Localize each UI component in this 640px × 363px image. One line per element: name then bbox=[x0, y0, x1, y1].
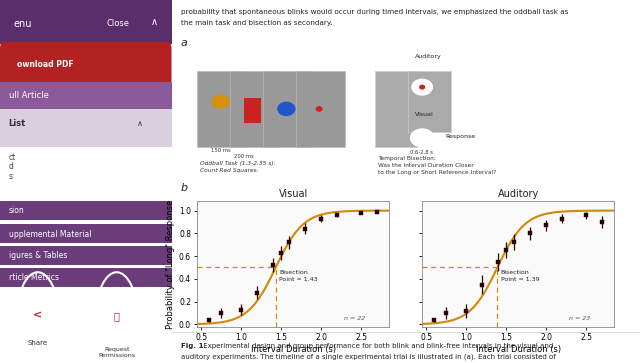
Circle shape bbox=[212, 95, 229, 108]
Bar bbox=[0, 246, 172, 265]
Text: auditory experiments. The timeline of a single experimental trial is illustrated: auditory experiments. The timeline of a … bbox=[181, 354, 556, 360]
FancyBboxPatch shape bbox=[197, 71, 246, 147]
Text: enu: enu bbox=[13, 19, 32, 29]
Circle shape bbox=[420, 85, 424, 89]
Text: igures & Tables: igures & Tables bbox=[8, 252, 67, 260]
Text: b: b bbox=[181, 183, 188, 193]
FancyBboxPatch shape bbox=[296, 71, 345, 147]
Bar bbox=[0, 201, 172, 220]
Text: 0.6-2.8 s: 0.6-2.8 s bbox=[410, 150, 433, 155]
Text: n = 23: n = 23 bbox=[569, 316, 590, 321]
Text: Was the Interval Duration Closer: Was the Interval Duration Closer bbox=[378, 163, 474, 168]
Bar bbox=[0, 82, 172, 109]
Text: Fig. 1.: Fig. 1. bbox=[181, 343, 206, 349]
Text: n = 22: n = 22 bbox=[344, 316, 365, 321]
Text: to the Long or Short Reference Interval?: to the Long or Short Reference Interval? bbox=[378, 170, 496, 175]
FancyBboxPatch shape bbox=[408, 71, 451, 132]
Text: upplemental Material: upplemental Material bbox=[8, 230, 91, 238]
Text: Count Red Squares.: Count Red Squares. bbox=[200, 168, 258, 174]
FancyBboxPatch shape bbox=[375, 71, 418, 147]
Text: Response: Response bbox=[445, 134, 476, 139]
Text: Close: Close bbox=[106, 19, 129, 28]
Text: Share: Share bbox=[28, 340, 48, 346]
Text: ∧: ∧ bbox=[137, 119, 143, 128]
Text: Bisection
Point = 1.43: Bisection Point = 1.43 bbox=[279, 270, 317, 282]
Text: <: < bbox=[33, 311, 42, 321]
Title: Visual: Visual bbox=[278, 189, 308, 199]
Text: Experimental design and group performance for both blink and blink-free interval: Experimental design and group performanc… bbox=[201, 343, 554, 349]
Text: rticle Metrics: rticle Metrics bbox=[8, 273, 59, 282]
Text: d: d bbox=[8, 163, 13, 171]
Text: Oddball Task (1.3-2.35 s):: Oddball Task (1.3-2.35 s): bbox=[200, 161, 275, 166]
Circle shape bbox=[278, 102, 295, 115]
Circle shape bbox=[412, 79, 433, 95]
Text: sion: sion bbox=[8, 206, 24, 215]
Text: 150 ms: 150 ms bbox=[211, 148, 230, 154]
Bar bbox=[0, 224, 172, 243]
X-axis label: Interval Duration (s): Interval Duration (s) bbox=[476, 345, 561, 354]
Bar bbox=[0, 268, 172, 287]
Text: List: List bbox=[8, 119, 26, 128]
Text: 🔑: 🔑 bbox=[114, 311, 120, 321]
Text: Visual: Visual bbox=[415, 112, 434, 117]
Text: a: a bbox=[181, 38, 188, 48]
Text: ownload PDF: ownload PDF bbox=[17, 60, 74, 69]
Text: ct: ct bbox=[8, 154, 16, 162]
Text: Bisection
Point = 1.39: Bisection Point = 1.39 bbox=[500, 270, 540, 282]
FancyBboxPatch shape bbox=[230, 71, 279, 147]
Y-axis label: Probability of "Long" Response: Probability of "Long" Response bbox=[166, 199, 175, 329]
FancyBboxPatch shape bbox=[263, 71, 312, 147]
Circle shape bbox=[316, 107, 322, 111]
FancyBboxPatch shape bbox=[0, 0, 172, 44]
Bar bbox=[0, 109, 172, 147]
Text: ull Article: ull Article bbox=[8, 91, 49, 100]
Text: elated Articles: elated Articles bbox=[8, 362, 64, 363]
Text: the main task and bisection as secondary.: the main task and bisection as secondary… bbox=[181, 20, 332, 26]
X-axis label: Interval Duration (s): Interval Duration (s) bbox=[251, 345, 336, 354]
Text: ∧: ∧ bbox=[151, 17, 158, 27]
FancyBboxPatch shape bbox=[0, 42, 172, 87]
Bar bbox=[244, 98, 260, 123]
Text: Temporal Bisection:: Temporal Bisection: bbox=[378, 156, 435, 161]
Text: Auditory: Auditory bbox=[415, 54, 442, 59]
Title: Auditory: Auditory bbox=[497, 189, 539, 199]
Text: Request
Permissions: Request Permissions bbox=[98, 347, 135, 358]
Circle shape bbox=[410, 129, 434, 147]
Text: probability that spontaneous blinks would occur during timed intervals, we empha: probability that spontaneous blinks woul… bbox=[181, 9, 568, 15]
Text: 200 ms: 200 ms bbox=[234, 154, 254, 159]
Text: s: s bbox=[8, 172, 13, 180]
